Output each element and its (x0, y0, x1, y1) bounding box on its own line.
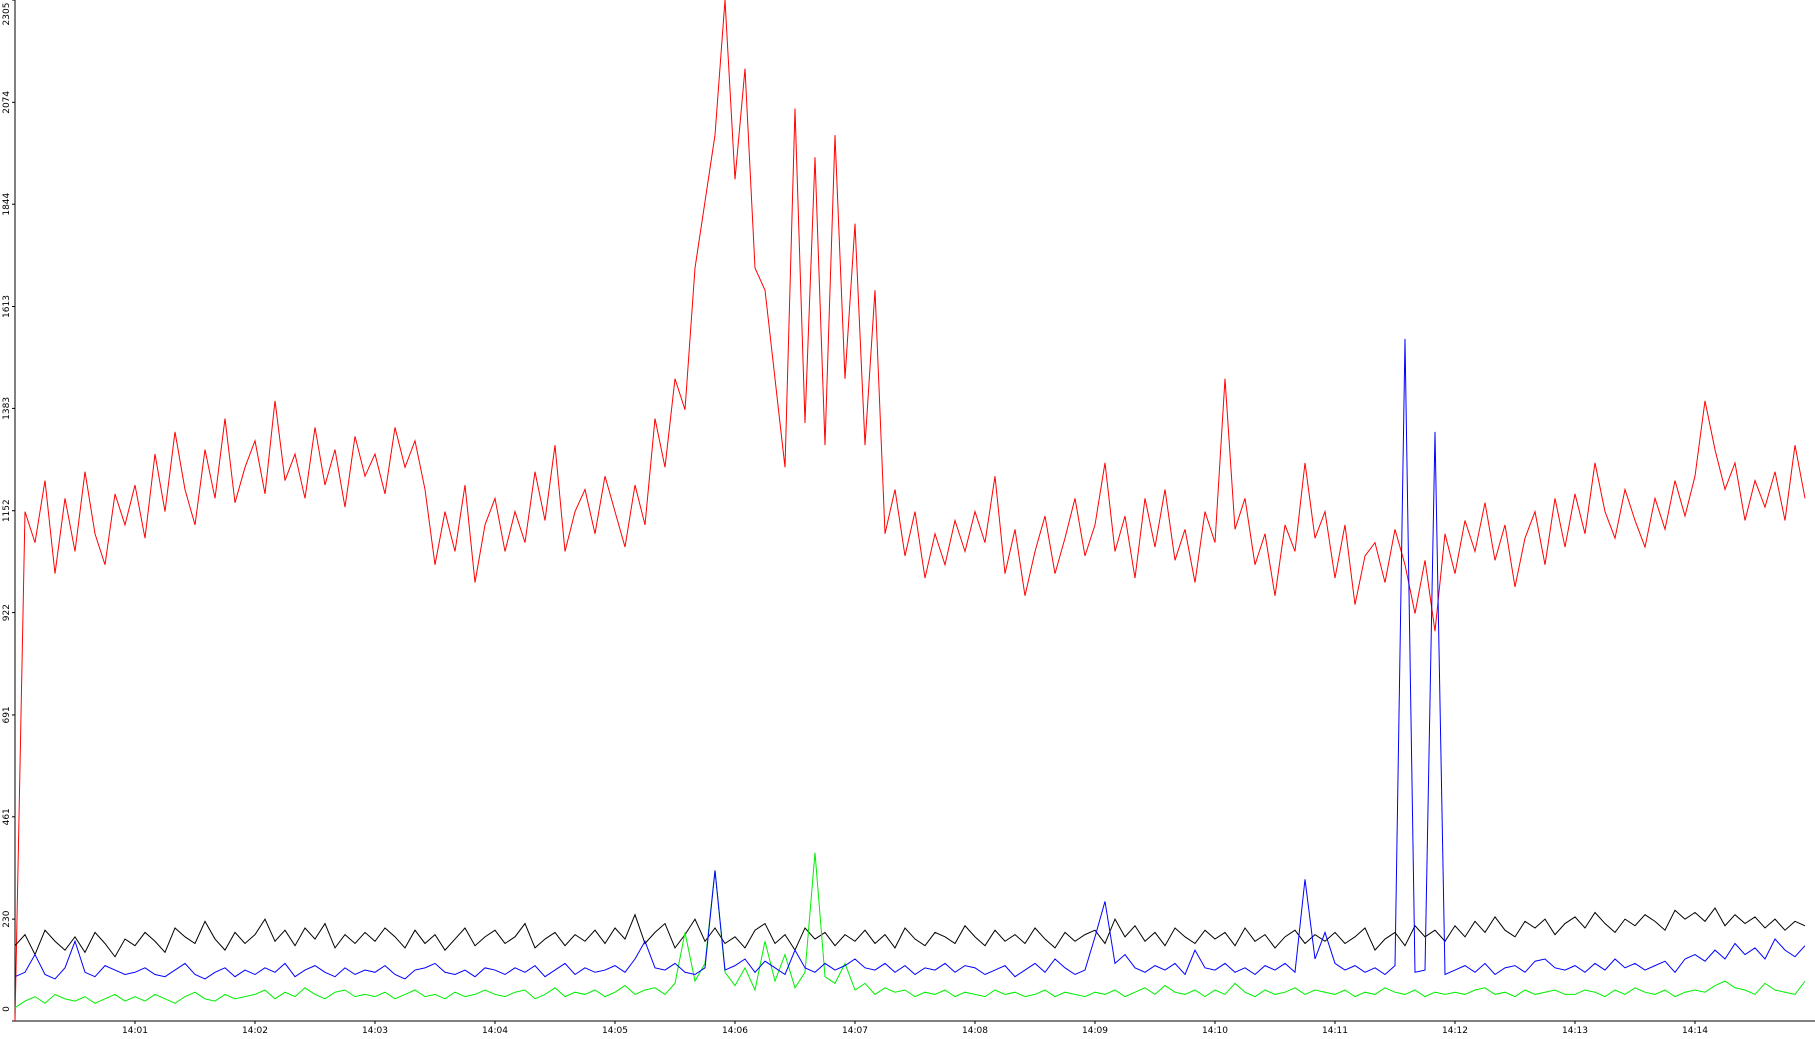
y-tick-label: 691 (2, 706, 12, 723)
y-tick-label: 2074 (2, 91, 12, 114)
series-line (14, 338, 1806, 980)
y-tick-label: 1383 (2, 397, 12, 420)
y-tick-label: 1844 (2, 192, 12, 215)
x-tick-label: 14:07 (842, 1026, 868, 1036)
y-tick-label: 922 (2, 604, 12, 621)
x-tick-label: 14:12 (1442, 1026, 1468, 1036)
series-line (14, 907, 1806, 958)
x-tick-label: 14:04 (482, 1026, 508, 1036)
x-tick-label: 14:13 (1562, 1026, 1588, 1036)
y-tick-label: 1152 (2, 499, 12, 522)
y-tick-label: 2305 (2, 3, 12, 26)
x-tick-label: 14:09 (1082, 1026, 1108, 1036)
x-tick-label: 14:03 (362, 1026, 388, 1036)
x-tick-label: 14:11 (1322, 1026, 1348, 1036)
y-tick-label: 0 (2, 1006, 12, 1012)
x-tick-label: 14:01 (122, 1026, 148, 1036)
x-tick-label: 14:10 (1202, 1026, 1228, 1036)
x-tick-label: 14:14 (1682, 1026, 1708, 1036)
y-tick-label: 1613 (2, 295, 12, 318)
x-tick-label: 14:06 (722, 1026, 748, 1036)
x-tick-label: 14:08 (962, 1026, 988, 1036)
series-line (14, 852, 1806, 1009)
x-tick-label: 14:05 (602, 1026, 628, 1036)
x-tick-label: 14:02 (242, 1026, 268, 1036)
series-line (14, 0, 1806, 1022)
y-tick-label: 230 (2, 910, 12, 927)
y-tick-label: 461 (2, 808, 12, 825)
